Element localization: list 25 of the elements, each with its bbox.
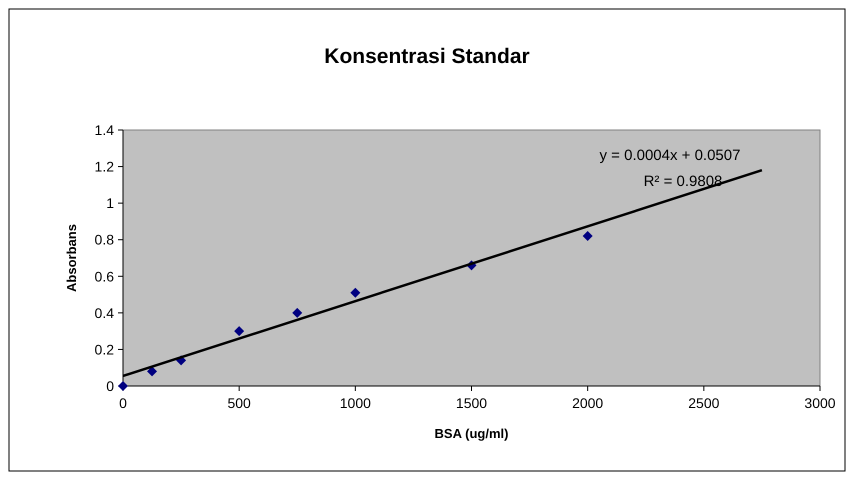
point [147,366,158,376]
point [292,308,302,318]
annotation: y = 0.0004x + 0.0507 [600,147,740,164]
x-tick-label: 500 [227,395,252,411]
x-tick-label: 1000 [340,395,372,411]
x-tick-label: 2500 [688,395,720,411]
x-tick-label: 3000 [804,395,836,411]
x-tick-label: 1500 [456,395,488,411]
chart-title: Konsentrasi Standar [324,45,530,68]
y-tick-label: 1 [106,195,114,212]
y-tick-label: 0.2 [94,341,114,358]
y-tick-label: 0.4 [94,304,114,321]
y-tick-label: 1.4 [94,122,114,138]
x-tick-label: 2000 [572,395,604,411]
y-tick-label: 1.2 [94,158,114,175]
x-axis-title: BSA (ug/ml) [434,426,508,441]
y-tick-label: 0 [106,378,114,394]
point [234,326,244,336]
y-tick-label: 0.6 [94,268,114,284]
point [350,288,360,298]
annotation: R² = 0.9808 [644,173,722,190]
x-tick-label: 0 [119,395,128,411]
point [582,231,593,242]
y-tick-label: 0.8 [94,232,114,248]
y-axis-title: Absorbans [64,224,79,292]
